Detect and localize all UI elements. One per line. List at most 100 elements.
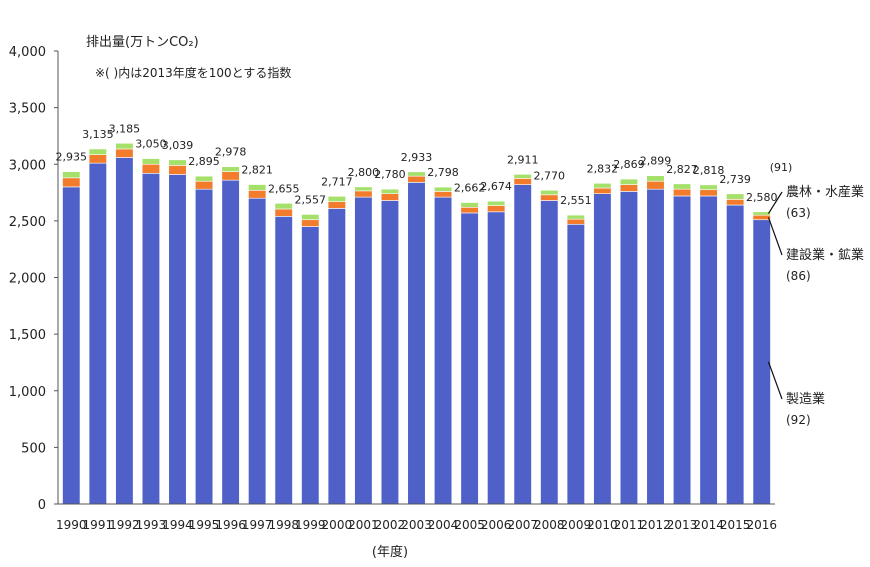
y-tick-label: 1,000 xyxy=(9,385,46,400)
bar-segment xyxy=(115,157,134,505)
y-axis: 0 500 1,000 1,500 2,000 2,500 3,000 3,500 4,000 xyxy=(9,45,59,513)
total-label: 2,869 xyxy=(613,158,645,171)
bar-segment xyxy=(433,191,453,198)
total-label: 3,135 xyxy=(82,128,114,141)
bar-segment xyxy=(407,182,426,505)
bar-segment xyxy=(221,179,240,505)
bar-segment xyxy=(274,208,293,217)
bar-segment xyxy=(699,189,718,197)
series-annotation-label: 建設業・鉱業 xyxy=(786,247,864,263)
total-label: 2,821 xyxy=(241,164,273,177)
x-tick-label: 1999 xyxy=(295,518,326,532)
x-tick-label: 2009 xyxy=(561,518,592,532)
bar-segment xyxy=(248,189,267,199)
bar-segment xyxy=(141,163,161,174)
series-annotations: 農林・水産業 (63) 建設業・鉱業 (86) 製造業 (92) xyxy=(767,184,864,427)
bar-segment xyxy=(593,182,612,189)
bar-segment xyxy=(460,212,479,505)
leader-line xyxy=(767,191,783,214)
bar-segment xyxy=(168,159,187,166)
x-tick-label: 2006 xyxy=(481,518,512,532)
bar-segment xyxy=(301,219,320,227)
x-tick-label: 2015 xyxy=(720,518,751,532)
total-label: 2,739 xyxy=(719,173,751,186)
bar-segment xyxy=(248,184,267,191)
total-label: 3,050 xyxy=(135,138,167,151)
total-label: 2,895 xyxy=(188,155,220,168)
x-tick-label: 2002 xyxy=(375,518,406,532)
total-label: 2,935 xyxy=(56,151,88,164)
total-label: 2,557 xyxy=(295,193,327,206)
x-tick-label: 1998 xyxy=(268,518,299,532)
bar-segment xyxy=(513,184,532,505)
series-annotation-index: (86) xyxy=(786,269,811,283)
x-tick-label: 2001 xyxy=(348,518,379,532)
bar-segment xyxy=(407,175,426,183)
x-axis-label: (年度) xyxy=(372,544,408,560)
bar-segment xyxy=(115,142,134,150)
bar-segment xyxy=(62,171,81,179)
x-tick-label: 2016 xyxy=(746,518,777,532)
x-tick-label: 1990 xyxy=(56,518,87,532)
x-tick-label: 2000 xyxy=(322,518,353,532)
bar-segment xyxy=(301,214,320,221)
total-label: 2,911 xyxy=(507,153,539,166)
total-index-label: (91) xyxy=(770,161,793,174)
bar-segment xyxy=(672,188,692,197)
y-tick-label: 3,000 xyxy=(9,158,46,173)
bar-segment xyxy=(752,211,771,216)
bar-segment xyxy=(513,178,532,185)
x-tick-label: 2007 xyxy=(507,518,538,532)
bar-segment xyxy=(194,180,214,190)
bar-segment xyxy=(62,177,81,188)
bar-segment xyxy=(619,178,639,185)
bar-segment xyxy=(194,175,214,182)
bar-segment xyxy=(354,196,373,505)
bar-segment xyxy=(593,187,612,194)
bar-segment xyxy=(619,191,639,505)
bar-segment xyxy=(221,171,240,181)
x-tick-label: 1994 xyxy=(162,518,193,532)
total-label: 2,662 xyxy=(454,182,486,195)
bar-segment xyxy=(487,205,506,213)
index-note: ※( )内は2013年度を100とする指数 xyxy=(95,65,291,80)
bar-segment xyxy=(752,219,771,505)
y-tick-label: 500 xyxy=(21,441,46,456)
bar-segment xyxy=(593,193,612,505)
bar-segment xyxy=(646,175,665,182)
bar-segment xyxy=(433,186,453,192)
x-tick-label: 2004 xyxy=(428,518,459,532)
total-label: 3,039 xyxy=(162,139,194,152)
total-label: 2,800 xyxy=(348,166,380,179)
bar-segment xyxy=(646,180,665,190)
bar-segment xyxy=(274,203,293,210)
bar-segment xyxy=(460,206,479,214)
bar-segment xyxy=(566,223,585,505)
bar-segment xyxy=(88,148,107,155)
bar-segment xyxy=(194,188,214,505)
x-axis: 1990199119921993199419951996199719981999… xyxy=(56,503,777,532)
total-label: 2,818 xyxy=(693,164,725,177)
total-label: 2,717 xyxy=(321,175,353,188)
x-tick-label: 2011 xyxy=(614,518,645,532)
total-label: 2,674 xyxy=(480,180,512,193)
x-tick-label: 2005 xyxy=(454,518,485,532)
y-axis-unit-label: 排出量(万トンCO₂) xyxy=(86,35,199,50)
series-annotation-label: 製造業 xyxy=(786,391,825,407)
x-tick-label: 1993 xyxy=(136,518,167,532)
bar-segment xyxy=(646,188,665,505)
total-label: 2,798 xyxy=(427,166,459,179)
bar-segment xyxy=(141,173,161,505)
total-label: 2,580 xyxy=(746,191,778,204)
total-label: 2,832 xyxy=(587,162,619,175)
bar-segment xyxy=(487,211,506,505)
bar-segment xyxy=(619,184,639,192)
bar-segment xyxy=(487,200,506,206)
bar-segment xyxy=(327,208,346,505)
bar-segment xyxy=(88,162,107,505)
bar-segment xyxy=(62,186,81,505)
bar-segment xyxy=(354,190,373,198)
bar-segment xyxy=(460,202,479,208)
bar-segment xyxy=(274,216,293,505)
